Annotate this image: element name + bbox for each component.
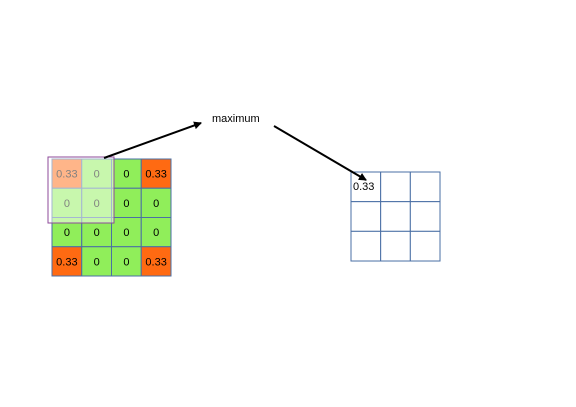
- maximum-label: maximum: [212, 113, 260, 125]
- input-cell-value: 0: [64, 227, 70, 239]
- input-cell-value: 0.33: [145, 169, 166, 181]
- arrow-to-maximum: [103, 121, 202, 159]
- input-cell-value: 0: [123, 169, 129, 181]
- input-cell-value: 0: [123, 227, 129, 239]
- output-cell: [350, 230, 382, 262]
- output-cell: [409, 201, 441, 232]
- input-cell-value: 0.33: [145, 256, 166, 268]
- input-cell: [140, 246, 172, 277]
- arrow-to-output: [273, 125, 367, 181]
- input-cell-value: 0: [153, 227, 159, 239]
- output-cell-value: 0.33: [353, 181, 374, 193]
- input-cell-value: 0: [123, 198, 129, 210]
- input-cell-value: 0: [123, 256, 129, 268]
- output-cell: [380, 201, 411, 232]
- pooling-window: [47, 156, 115, 224]
- input-cell-value: 0: [153, 198, 159, 210]
- output-cell: [380, 171, 411, 203]
- input-cell: [140, 187, 172, 218]
- output-cell: [350, 201, 382, 232]
- output-cell: [380, 230, 411, 262]
- input-cell: [140, 158, 172, 189]
- output-grid: 0.33: [350, 171, 441, 262]
- output-cell: [409, 171, 441, 203]
- output-cell: [409, 230, 441, 262]
- input-cell: [111, 246, 142, 277]
- input-cell: [51, 246, 83, 277]
- input-cell-value: 0: [94, 256, 100, 268]
- input-cell-value: 0.33: [56, 256, 77, 268]
- input-cell-value: 0: [94, 227, 100, 239]
